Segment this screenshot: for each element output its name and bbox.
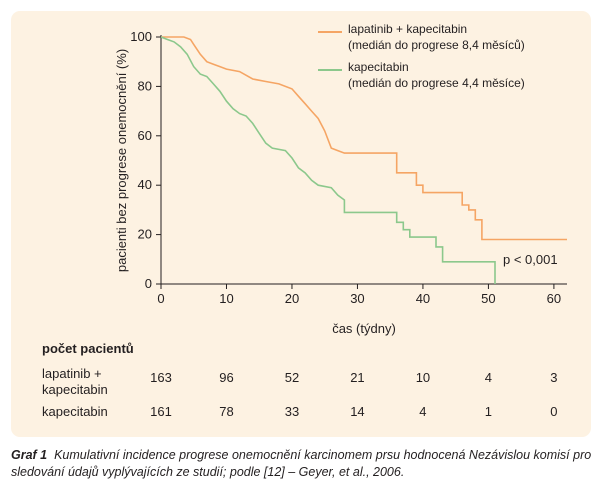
at-risk-row-lapatinib-label: lapatinib + kapecitabin xyxy=(42,366,108,398)
y-axis-title: pacienti bez progrese onemocnění (%) xyxy=(114,49,129,272)
series-line-lapatinib xyxy=(161,36,567,241)
caption-prefix: Graf 1 xyxy=(11,448,48,462)
at-risk-value: 163 xyxy=(150,370,172,385)
at-risk-value: 10 xyxy=(415,370,431,385)
y-tick-label: 20 xyxy=(138,227,152,242)
x-axis-title: čas (týdny) xyxy=(332,321,396,336)
at-risk-value: 78 xyxy=(219,404,234,419)
at-risk-value: 96 xyxy=(219,370,234,385)
x-tick-label: 0 xyxy=(157,291,164,306)
km-chart: 0 20 40 60 80 100 0 10 20 30 40 50 60 čas (týdny) paci… xyxy=(114,29,567,336)
at-risk-value: 14 xyxy=(350,404,365,419)
x-tick-label: 40 xyxy=(416,291,430,306)
x-tick-label: 30 xyxy=(350,291,364,306)
at-risk-value: 161 xyxy=(150,404,172,419)
legend-label-lapatinib: lapatinib + kapecitabin xyxy=(348,22,468,36)
figure-panel xyxy=(11,11,591,437)
legend-note-kapecitabin: (medián do progrese 4,4 měsíce) xyxy=(348,76,525,90)
at-risk-row-lapatinib-label-line1: lapatinib + xyxy=(42,366,102,381)
at-risk-title: počet pacientů xyxy=(42,341,134,356)
at-risk-row-lapatinib-label-line2: kapecitabin xyxy=(42,382,108,397)
series-line-kapecitabin xyxy=(160,36,496,284)
y-tick-label: 100 xyxy=(130,29,152,44)
figure-caption: Graf 1 Kumulativní incidence progrese on… xyxy=(11,447,596,481)
x-tick-label: 50 xyxy=(481,291,495,306)
y-tick-label: 80 xyxy=(138,78,152,93)
legend-label-kapecitabin: kapecitabin xyxy=(348,60,409,74)
at-risk-value: 4 xyxy=(484,370,493,385)
at-risk-value: 4 xyxy=(419,404,427,419)
at-risk-value: 0 xyxy=(550,404,558,419)
at-risk-value: 33 xyxy=(284,404,300,419)
y-tick-label: 60 xyxy=(138,128,152,143)
x-tick-label: 20 xyxy=(285,291,299,306)
at-risk-value: 1 xyxy=(484,404,493,419)
legend-note-lapatinib: (medián do progrese 8,4 měsíců) xyxy=(348,38,525,52)
legend-line-lapatinib xyxy=(318,31,342,33)
at-risk-value: 21 xyxy=(350,370,365,385)
y-tick-label: 0 xyxy=(145,276,152,291)
legend-line-kapecitabin xyxy=(318,69,342,71)
x-tick-label: 10 xyxy=(219,291,233,306)
at-risk-row-kapecitabin-label: kapecitabin xyxy=(42,404,108,419)
y-tick-label: 40 xyxy=(138,177,152,192)
p-value-annotation: p < 0,001 xyxy=(503,252,558,267)
caption-text: Kumulativní incidence progrese onemocněn… xyxy=(11,448,592,479)
x-tick-label: 60 xyxy=(547,291,561,306)
at-risk-value: 52 xyxy=(284,370,300,385)
at-risk-value: 3 xyxy=(550,370,558,385)
